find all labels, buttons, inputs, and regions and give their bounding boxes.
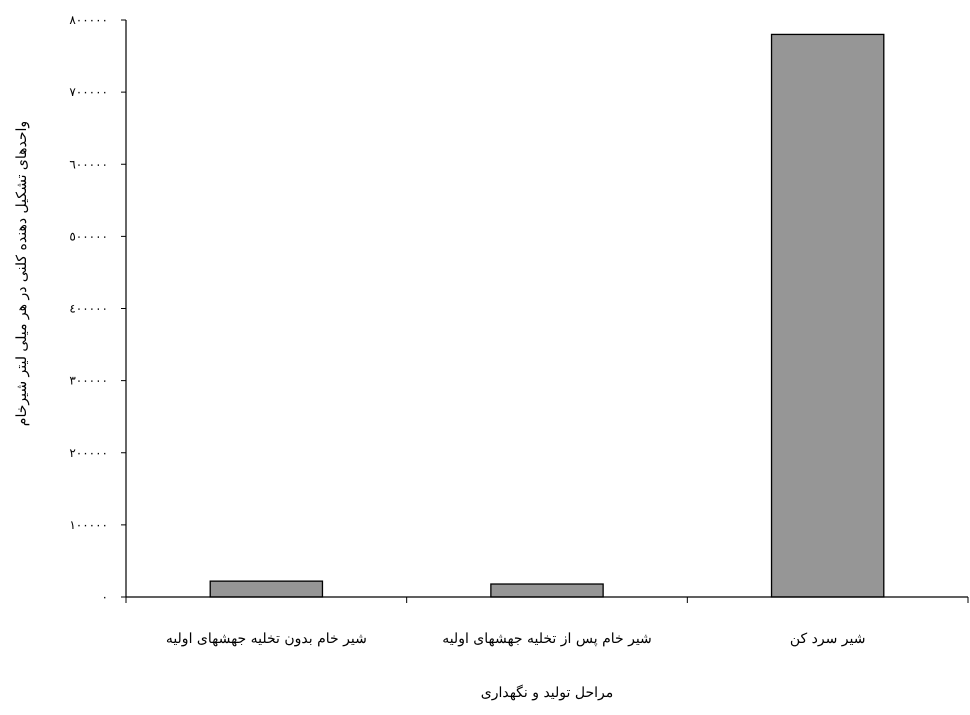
category-label: شیر خام بدون تخلیه جهشهای اولیه [166,631,367,647]
bar [490,583,604,598]
y-axis-title: واحدهای تشکیل دهنده کلنی در هر میلی لیتر… [14,121,30,426]
x-ticks-group [125,597,969,603]
category-labels-group: شیر خام بدون تخلیه جهشهای اولیه شیر خام پ… [166,631,866,647]
bars-group [209,33,885,598]
y-tick-label: ٨٠٠٠٠٠ [69,13,108,27]
category-label: شیر سرد کن [790,631,866,647]
y-ticks-group: ٠ ١٠٠٠٠٠ ٢٠٠٠٠٠ ٣٠٠٠٠٠ ٤٠٠٠٠٠ ٥٠٠٠٠٠ ٦٠٠٠٠٠ ٧٠٠… [69,13,126,604]
category-label: شیر خام پس از تخلیه جهشهای اولیه [442,631,652,647]
y-tick-label: ١٠٠٠٠٠ [69,518,108,532]
y-tick-label: ٤٠٠٠٠٠ [69,302,108,316]
y-tick-label: ٧٠٠٠٠٠ [69,85,108,99]
y-tick-label: ٦٠٠٠٠٠ [69,157,108,171]
y-tick-label: ٥٠٠٠٠٠ [69,229,108,243]
y-tick-label: ٣٠٠٠٠٠ [69,374,108,388]
bar [209,580,324,598]
bar [770,33,885,598]
x-axis-title: مراحل تولید و نگهداری [481,684,614,701]
y-tick-label: ٢٠٠٠٠٠ [69,446,108,460]
y-tick-label: ٠ [102,590,108,604]
